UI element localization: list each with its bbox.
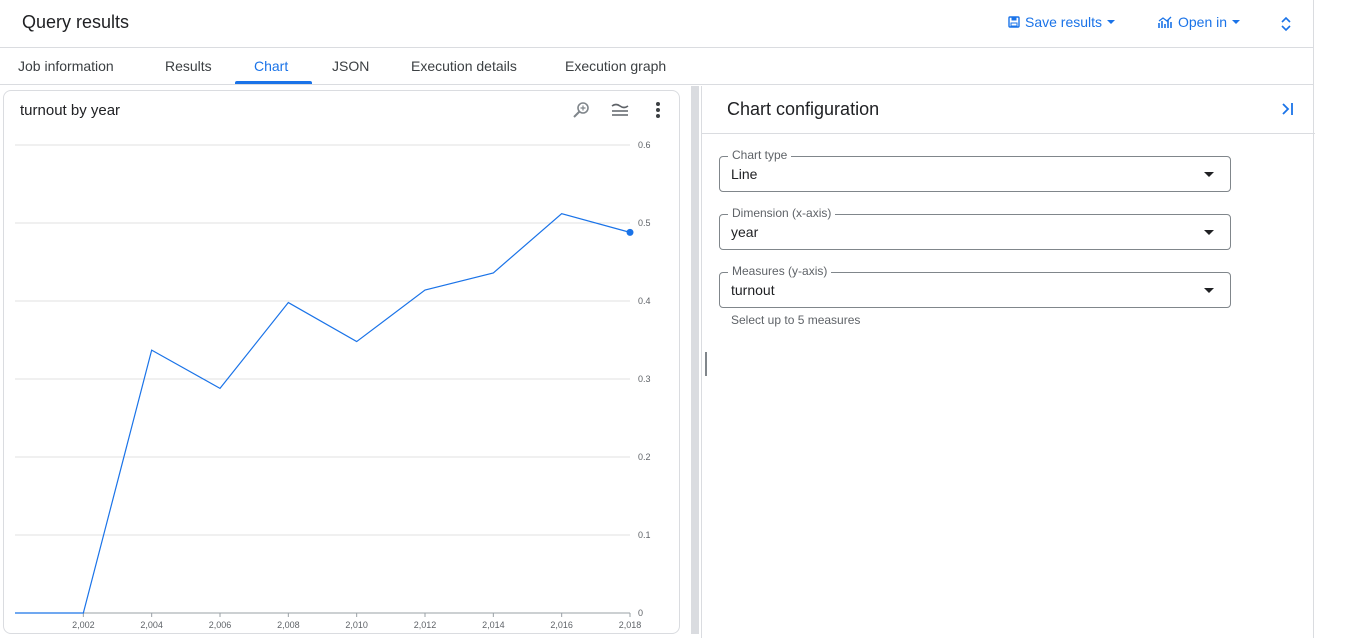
- splitter-handle[interactable]: [705, 352, 707, 376]
- x-tick-label: 2,008: [277, 620, 300, 630]
- y-tick-label: 0.2: [638, 452, 651, 462]
- x-tick-label: 2,012: [414, 620, 437, 630]
- y-tick-label: 0.5: [638, 218, 651, 228]
- chevron-down-icon: [1204, 172, 1214, 177]
- x-tick-label: 2,002: [72, 620, 95, 630]
- chevron-down-icon: [1204, 288, 1214, 293]
- open-in-caret-icon: [1232, 19, 1241, 25]
- tab-json[interactable]: JSON: [332, 58, 370, 74]
- chevron-down-icon: [1204, 230, 1214, 235]
- active-tab-indicator: [235, 81, 312, 84]
- x-tick-label: 2,006: [209, 620, 232, 630]
- x-tick-label: 2,004: [140, 620, 163, 630]
- tab-job-information[interactable]: Job information: [18, 58, 114, 74]
- y-tick-label: 0.4: [638, 296, 651, 306]
- zoom-button[interactable]: [569, 101, 595, 123]
- last-page-icon: [1280, 103, 1296, 121]
- results-header: Query results Save results Open in: [0, 0, 1314, 48]
- legend-icon: [610, 102, 630, 123]
- measures-label: Measures (y-axis): [728, 264, 832, 278]
- more-vert-icon: [655, 101, 661, 124]
- tab-execution-graph[interactable]: Execution graph: [565, 58, 667, 74]
- chart-card: 0 0.1 0.2 0.3 0.4 0.5 0.6 2,002 2,004 2,006 2,008 2…: [3, 90, 680, 634]
- open-in-label: Open in: [1178, 14, 1228, 30]
- panel-splitter[interactable]: [691, 86, 699, 634]
- chart-configuration-panel: Chart configuration Chart type Line Dime…: [701, 86, 1315, 638]
- data-point-highlight: [626, 228, 634, 236]
- collapse-panel-button[interactable]: [1280, 101, 1296, 122]
- tab-execution-details[interactable]: Execution details: [411, 58, 517, 74]
- unfold-icon: [1280, 15, 1292, 33]
- x-tick-label: 2,010: [345, 620, 368, 630]
- save-icon: [1008, 16, 1020, 28]
- zoom-icon: [572, 101, 592, 124]
- dimension-label: Dimension (x-axis): [728, 206, 836, 220]
- measures-select[interactable]: Measures (y-axis) turnout: [719, 264, 1231, 308]
- series-line: [15, 212, 631, 614]
- measures-hint: Select up to 5 measures: [731, 313, 861, 327]
- chart-type-value: Line: [731, 166, 758, 182]
- chart-insights-icon: [1158, 16, 1173, 29]
- dimension-value: year: [731, 224, 759, 240]
- open-in-button[interactable]: Open in: [1158, 14, 1241, 30]
- y-tick-label: 0: [638, 608, 643, 618]
- chart-toolbar: [569, 101, 671, 123]
- legend-button[interactable]: [607, 101, 633, 123]
- tab-chart[interactable]: Chart: [254, 58, 289, 74]
- chart-type-select[interactable]: Chart type Line: [719, 148, 1231, 192]
- chart-type-label: Chart type: [728, 148, 792, 162]
- expand-collapse-button[interactable]: [1280, 15, 1292, 33]
- y-tick-label: 0.6: [638, 140, 651, 150]
- dimension-select[interactable]: Dimension (x-axis) year: [719, 206, 1231, 250]
- y-tick-label: 0.1: [638, 530, 651, 540]
- save-dropdown-caret-icon: [1107, 19, 1116, 25]
- config-title: Chart configuration: [727, 99, 880, 119]
- tab-results[interactable]: Results: [165, 58, 212, 74]
- line-chart[interactable]: 0 0.1 0.2 0.3 0.4 0.5 0.6 2,002 2,004 2,006 2,008 2…: [4, 91, 681, 635]
- save-results-label: Save results: [1025, 14, 1103, 30]
- chart-title: turnout by year: [20, 102, 121, 119]
- config-header: Chart configuration: [702, 86, 1315, 134]
- query-results-panel: Query results Save results Open in: [0, 0, 1315, 638]
- x-tick-label: 2,016: [550, 620, 573, 630]
- more-options-button[interactable]: [645, 101, 671, 123]
- measures-value: turnout: [731, 282, 775, 298]
- x-tick-label: 2,014: [482, 620, 505, 630]
- x-tick-label: 2,018: [619, 620, 642, 630]
- y-tick-label: 0.3: [638, 374, 651, 384]
- results-tabs: Job information Results Chart JSON Execu…: [0, 48, 1314, 85]
- page-title: Query results: [22, 12, 130, 32]
- save-results-button[interactable]: Save results: [1008, 14, 1116, 30]
